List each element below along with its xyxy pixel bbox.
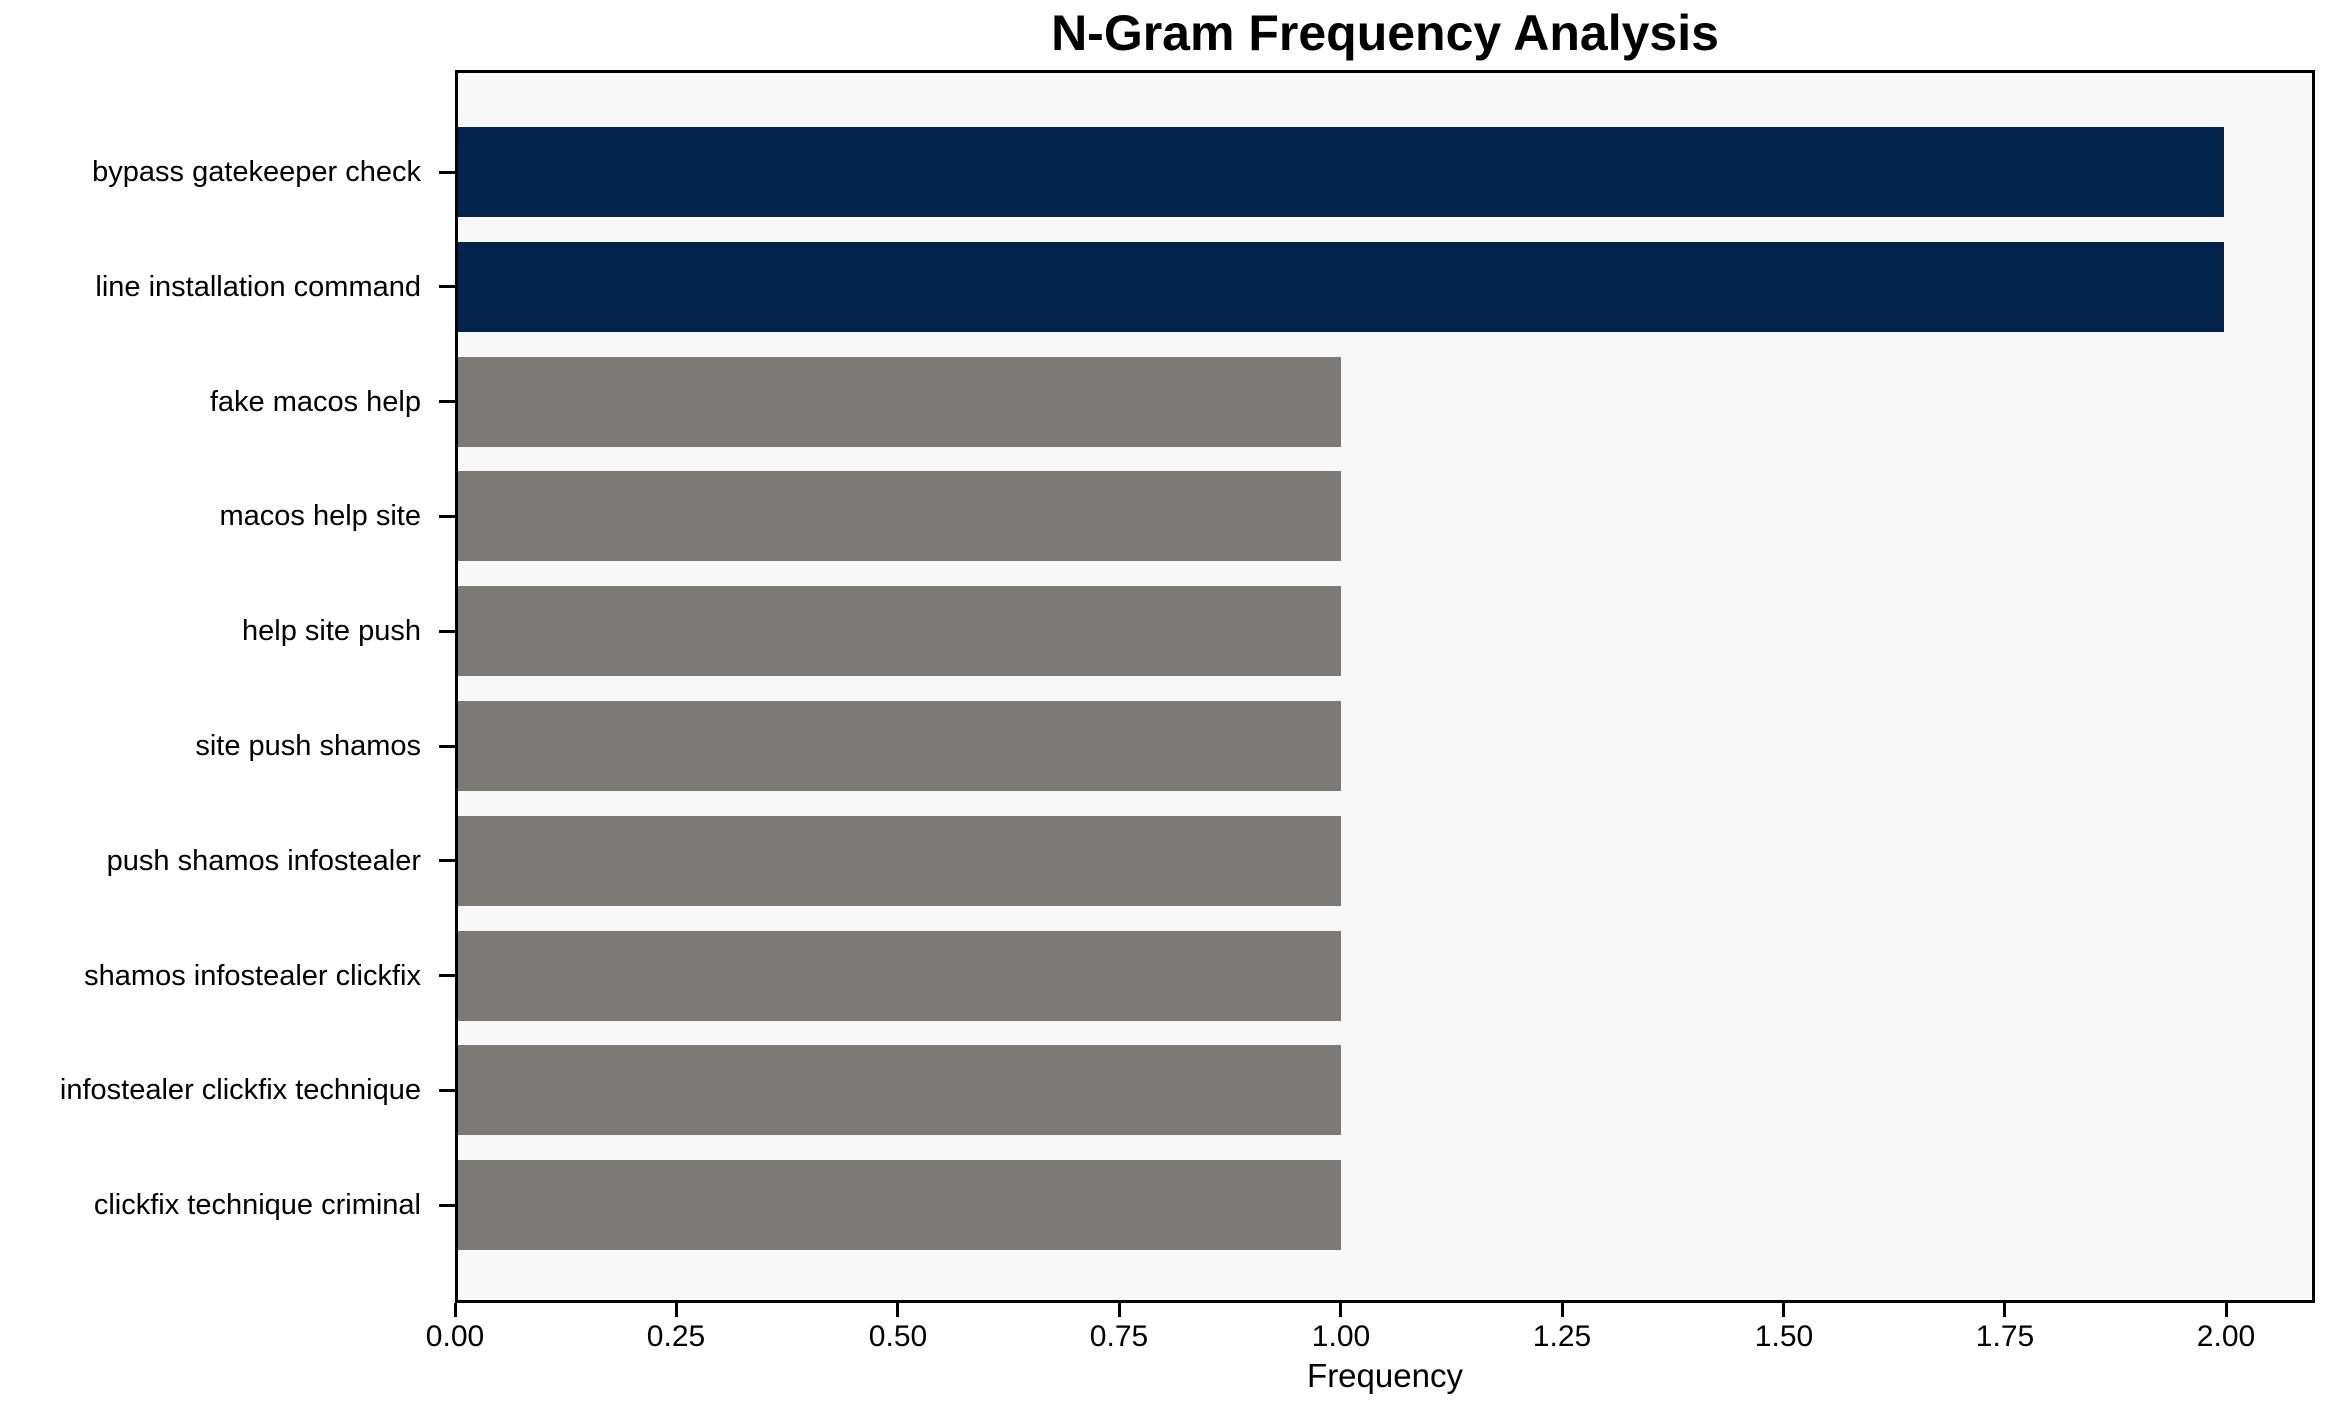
bar-macos-help-site xyxy=(458,471,1341,562)
y-tick-mark xyxy=(439,1204,455,1207)
x-tick-mark xyxy=(454,1303,457,1317)
y-tick-label: help site push xyxy=(242,615,421,647)
bar-clickfix-technique-criminal xyxy=(458,1160,1341,1251)
x-tick-label: 1.75 xyxy=(1975,1320,2035,1353)
y-tick-mark xyxy=(439,400,455,403)
y-tick-label: push shamos infostealer xyxy=(106,845,421,877)
bar-site-push-shamos xyxy=(458,701,1341,791)
y-tick-label: bypass gatekeeper check xyxy=(92,156,421,188)
bar-infostealer-clickfix-technique xyxy=(458,1045,1341,1136)
chart-title: N-Gram Frequency Analysis xyxy=(1051,5,1719,61)
y-tick-label: shamos infostealer clickfix xyxy=(84,960,421,992)
bar-shamos-infostealer-clickfix xyxy=(458,930,1341,1021)
x-tick-label: 1.50 xyxy=(1754,1320,1814,1353)
y-tick-label: clickfix technique criminal xyxy=(93,1189,421,1221)
x-tick-mark xyxy=(1782,1303,1785,1317)
bar-push-shamos-infostealer xyxy=(458,815,1341,906)
y-tick-label: line installation command xyxy=(95,271,421,303)
y-tick-label: site push shamos xyxy=(195,730,421,762)
bar-help-site-push xyxy=(458,586,1341,677)
y-tick-mark xyxy=(439,745,455,748)
x-tick-label: 1.25 xyxy=(1532,1320,1592,1353)
x-tick-mark xyxy=(2003,1303,2006,1317)
y-tick-mark xyxy=(439,515,455,518)
x-tick-mark xyxy=(1118,1303,1121,1317)
y-tick-label: fake macos help xyxy=(209,386,421,418)
x-tick-label: 0.00 xyxy=(425,1320,485,1353)
x-tick-mark xyxy=(896,1303,899,1317)
bar-fake-macos-help xyxy=(458,356,1341,447)
x-tick-label: 2.00 xyxy=(2196,1320,2256,1353)
y-tick-mark xyxy=(439,630,455,633)
y-tick-mark xyxy=(439,285,455,288)
bar-line-installation-command xyxy=(458,241,2224,332)
plot-area xyxy=(455,70,2315,1303)
x-tick-mark xyxy=(2225,1303,2228,1317)
y-tick-mark xyxy=(439,974,455,977)
y-tick-label: macos help site xyxy=(219,500,422,532)
bar-bypass-gatekeeper-check xyxy=(458,127,2224,217)
x-tick-label: 1.00 xyxy=(1311,1320,1371,1353)
y-tick-mark xyxy=(439,171,455,174)
x-tick-mark xyxy=(675,1303,678,1317)
y-tick-mark xyxy=(439,859,455,862)
x-tick-mark xyxy=(1339,1303,1342,1317)
x-tick-label: 0.75 xyxy=(1089,1320,1149,1353)
x-tick-label: 0.50 xyxy=(868,1320,928,1353)
x-axis-title: Frequency xyxy=(1307,1357,1463,1394)
y-tick-label: infostealer clickfix technique xyxy=(59,1074,421,1106)
x-tick-label: 0.25 xyxy=(646,1320,706,1353)
y-tick-mark xyxy=(439,1089,455,1092)
x-tick-mark xyxy=(1561,1303,1564,1317)
